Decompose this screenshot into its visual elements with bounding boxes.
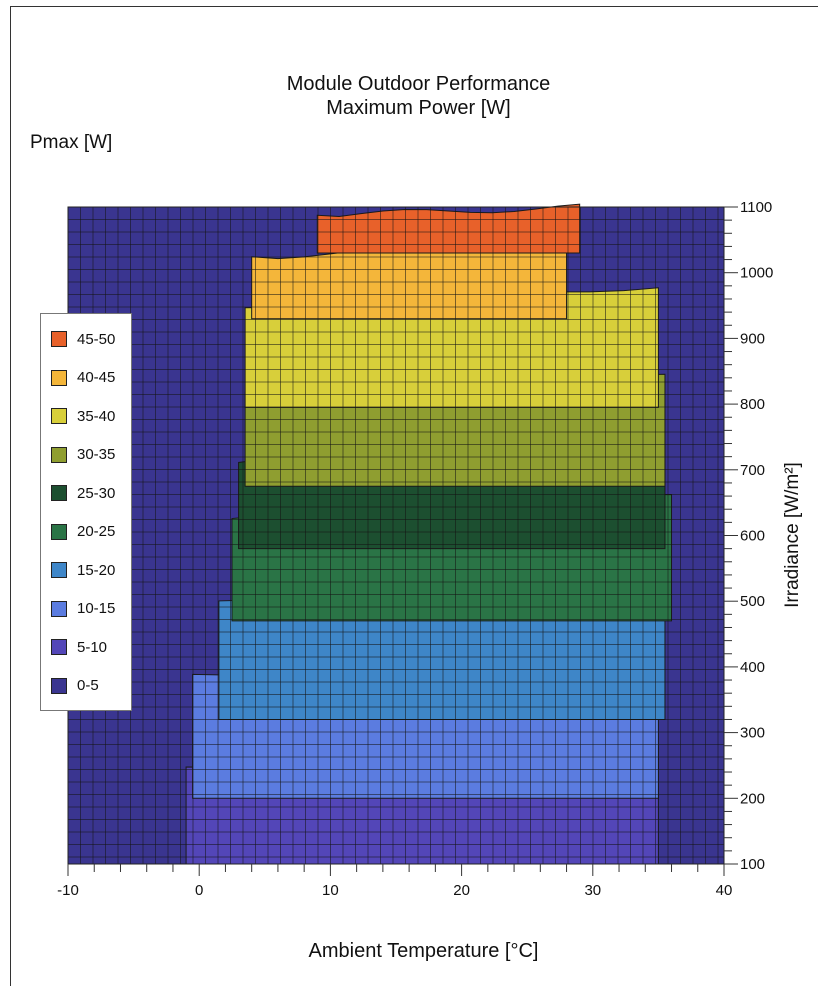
y-tick-label: 200 (740, 790, 765, 807)
y-axis-label: Irradiance [W/m²] (782, 462, 803, 608)
x-tick-label: 20 (453, 882, 470, 899)
legend-label: 10-15 (77, 600, 116, 617)
chart-subtitle: Maximum Power [W] (326, 97, 511, 119)
x-tick-label: 0 (195, 882, 203, 899)
x-tick-label: 10 (322, 882, 339, 899)
x-tick-label: 40 (716, 882, 733, 899)
legend-swatch (51, 331, 67, 347)
y-tick-label: 100 (740, 856, 765, 873)
x-tick-label: 30 (584, 882, 601, 899)
y-tick-label: 900 (740, 330, 765, 347)
chart-title: Module Outdoor Performance (286, 73, 551, 95)
legend-swatch (51, 523, 67, 540)
legend-swatch (51, 562, 67, 578)
legend-item: 5-10 (51, 637, 107, 657)
y-tick-label: 300 (740, 725, 765, 742)
figure-frame (10, 6, 818, 986)
legend-title: Pmax [W] (30, 132, 113, 153)
legend-swatch (51, 446, 67, 463)
legend-item: 45-50 (51, 329, 115, 349)
legend: 45-50 40-45 35-40 30-35 25-30 20-25 15-20 10-15… (40, 313, 132, 711)
legend-swatch (51, 485, 67, 501)
band-45-50 (316, 203, 581, 254)
legend-swatch (51, 600, 67, 617)
y-tick-label: 700 (740, 462, 765, 479)
legend-label: 5-10 (77, 638, 108, 656)
legend-label: 40-45 (77, 369, 116, 386)
y-tick-label: 400 (740, 659, 765, 676)
y-tick-label: 800 (740, 396, 765, 413)
legend-swatch (51, 369, 67, 386)
legend-swatch (51, 639, 67, 655)
legend-item: 15-20 (51, 560, 115, 580)
legend-label: 0-5 (77, 677, 99, 694)
x-tick-label: -10 (57, 882, 79, 899)
x-axis-label: Ambient Temperature [°C] (308, 940, 539, 962)
legend-item: 0-5 (51, 676, 99, 696)
legend-swatch (51, 408, 67, 424)
legend-label: 35-40 (77, 407, 116, 425)
y-tick-label: 1000 (740, 265, 773, 282)
legend-item: 40-45 (51, 368, 115, 388)
legend-label: 45-50 (77, 330, 116, 348)
legend-item: 35-40 (51, 406, 115, 426)
legend-item: 25-30 (51, 483, 115, 503)
y-tick-label: 1100 (740, 199, 772, 216)
legend-label: 15-20 (77, 561, 116, 579)
legend-item: 20-25 (51, 522, 115, 542)
y-tick-label: 600 (740, 528, 765, 545)
legend-label: 20-25 (77, 523, 116, 540)
legend-item: 30-35 (51, 445, 115, 465)
legend-label: 30-35 (77, 446, 116, 463)
legend-item: 10-15 (51, 599, 115, 619)
legend-label: 25-30 (77, 484, 116, 502)
legend-swatch (51, 677, 67, 694)
y-tick-label: 500 (740, 593, 765, 610)
